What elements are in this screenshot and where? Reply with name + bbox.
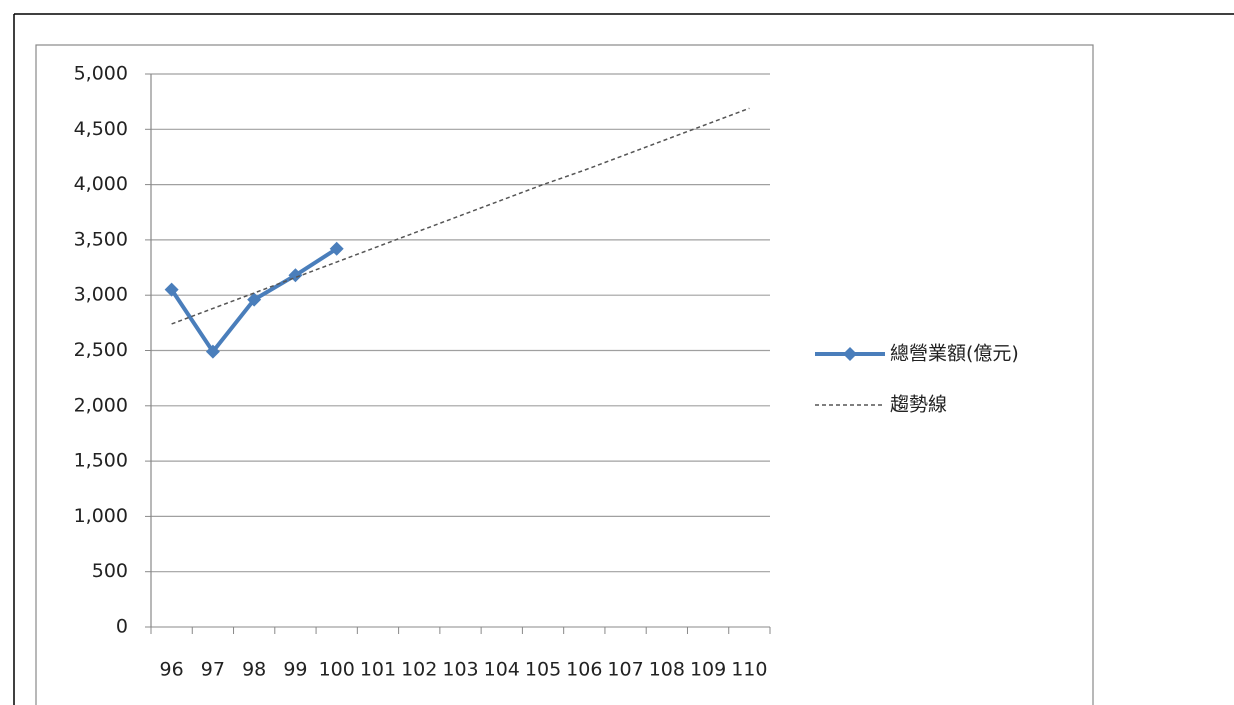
y-tick-label: 2,000 xyxy=(74,394,128,416)
data-point xyxy=(205,344,220,359)
x-tick-label: 107 xyxy=(607,659,643,681)
x-tick-label: 99 xyxy=(283,659,307,681)
y-tick-label: 4,500 xyxy=(74,118,128,140)
data-point xyxy=(329,241,344,256)
x-tick-label: 97 xyxy=(201,659,225,681)
series-line xyxy=(171,107,750,325)
y-tick-label: 0 xyxy=(116,616,128,638)
x-tick-label: 96 xyxy=(160,659,184,681)
y-tick-label: 2,500 xyxy=(74,339,128,361)
x-tick-label: 105 xyxy=(525,659,561,681)
x-tick-label: 106 xyxy=(566,659,602,681)
y-tick-label: 3,000 xyxy=(74,284,128,306)
legend-marker xyxy=(843,347,857,361)
y-tick-label: 4,000 xyxy=(74,173,128,195)
legend-label: 總營業額(億元) xyxy=(890,343,1019,365)
x-tick-label: 102 xyxy=(401,659,437,681)
x-tick-label: 100 xyxy=(319,659,355,681)
x-tick-label: 98 xyxy=(242,659,266,681)
data-point xyxy=(247,292,262,307)
y-tick-label: 3,500 xyxy=(74,228,128,250)
y-tick-label: 5,000 xyxy=(74,63,128,85)
x-tick-label: 104 xyxy=(484,659,520,681)
x-tick-label: 108 xyxy=(649,659,685,681)
x-tick-label: 110 xyxy=(731,659,767,681)
x-tick-label: 103 xyxy=(442,659,478,681)
data-point xyxy=(164,282,179,297)
chart-border xyxy=(35,44,1094,705)
y-tick-label: 500 xyxy=(92,560,128,582)
y-tick-label: 1,500 xyxy=(74,450,128,472)
x-tick-label: 101 xyxy=(360,659,396,681)
legend-label: 趨勢線 xyxy=(890,394,947,416)
y-tick-label: 1,000 xyxy=(74,505,128,527)
x-tick-label: 109 xyxy=(690,659,726,681)
